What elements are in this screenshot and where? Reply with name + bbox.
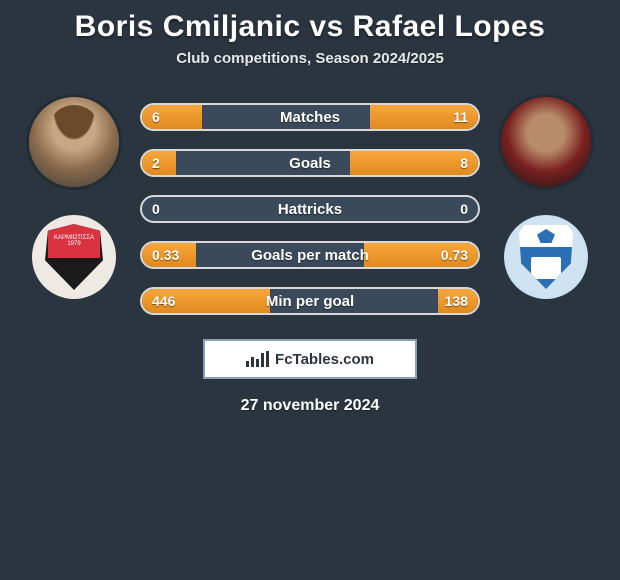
player2-club-badge: [504, 215, 588, 299]
stat-label: Goals per match: [251, 247, 369, 264]
stat-row-gpm: 0.33 Goals per match 0.73: [140, 241, 480, 269]
player1-club-badge: ΚΑΡΜΙΩΤΙΣΣΑ1979: [32, 215, 116, 299]
comparison-card: Boris Cmiljanic vs Rafael Lopes Club com…: [0, 0, 620, 415]
page-title: Boris Cmiljanic vs Rafael Lopes: [0, 10, 620, 44]
main-row: ΚΑΡΜΙΩΤΙΣΣΑ1979 6 Matches 11 2 Goals 8: [0, 97, 620, 315]
stat-left-value: 0.33: [152, 247, 179, 263]
stat-label: Hattricks: [278, 201, 342, 218]
subtitle: Club competitions, Season 2024/2025: [0, 50, 620, 67]
stat-row-matches: 6 Matches 11: [140, 103, 480, 131]
fctables-link[interactable]: FcTables.com: [203, 339, 417, 379]
stat-label: Goals: [289, 155, 331, 172]
stat-right-value: 138: [445, 293, 468, 309]
player2-avatar: [501, 97, 591, 187]
stat-row-hattricks: 0 Hattricks 0: [140, 195, 480, 223]
date-label: 27 november 2024: [0, 397, 620, 415]
left-player-column: ΚΑΡΜΙΩΤΙΣΣΑ1979: [26, 97, 122, 299]
stat-right-value: 0: [460, 201, 468, 217]
bar-fill-right: [350, 151, 478, 175]
stat-row-mpg: 446 Min per goal 138: [140, 287, 480, 315]
stat-left-value: 0: [152, 201, 160, 217]
stat-right-value: 8: [460, 155, 468, 171]
stat-left-value: 446: [152, 293, 175, 309]
stat-left-value: 2: [152, 155, 160, 171]
stat-label: Matches: [280, 109, 340, 126]
stats-bars: 6 Matches 11 2 Goals 8 0 Hattricks 0: [140, 103, 480, 315]
stat-left-value: 6: [152, 109, 160, 125]
player1-avatar: [29, 97, 119, 187]
right-player-column: [498, 97, 594, 299]
stat-label: Min per goal: [266, 293, 354, 310]
stat-row-goals: 2 Goals 8: [140, 149, 480, 177]
chart-icon: [246, 351, 269, 367]
stat-right-value: 0.73: [441, 247, 468, 263]
logo-text: FcTables.com: [275, 351, 374, 368]
stat-right-value: 11: [453, 109, 468, 125]
